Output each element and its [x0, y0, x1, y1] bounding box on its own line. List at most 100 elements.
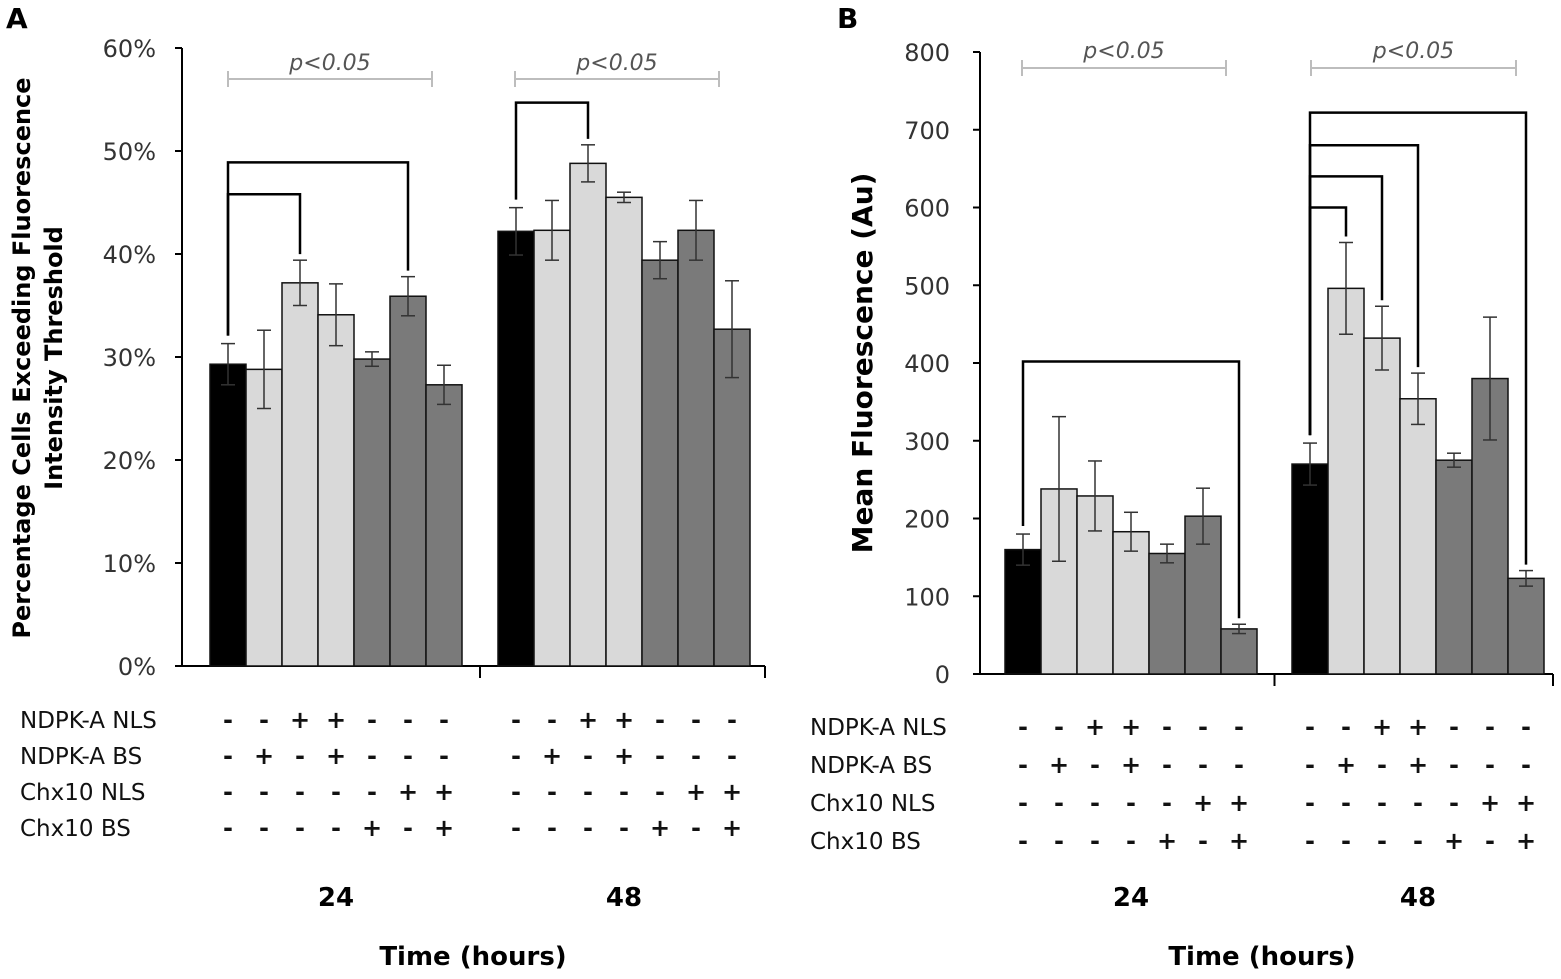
- b-condition-row-label: Chx10 BS: [810, 829, 921, 855]
- a-condition-sign: -: [403, 706, 413, 734]
- b-condition-sign: -: [1018, 713, 1028, 741]
- b-condition-sign: +: [1480, 789, 1500, 817]
- a-condition-sign: -: [691, 742, 701, 770]
- b-p-value-line: [1310, 60, 1517, 76]
- b-condition-sign: -: [1018, 789, 1028, 817]
- b-bar: [1148, 552, 1186, 675]
- a-condition-sign: -: [691, 814, 701, 842]
- a-condition-row-label: NDPK-A BS: [20, 744, 142, 770]
- a-y-tick-label: 10%: [103, 550, 156, 578]
- b-condition-sign: -: [1377, 751, 1387, 779]
- b-condition-sign: -: [1198, 827, 1208, 855]
- a-y-axis-label: Percentage Cells Exceeding Fluorescence I…: [8, 77, 68, 638]
- b-bar: [1507, 577, 1545, 675]
- b-group-label: 24: [1113, 883, 1149, 913]
- a-condition-sign: -: [295, 742, 305, 770]
- b-condition-sign: -: [1054, 713, 1064, 741]
- b-group-label: 48: [1400, 883, 1436, 913]
- a-x-axis-label: Time (hours): [379, 942, 566, 972]
- b-y-axis-label: Mean Fluorescence (Au): [846, 173, 879, 554]
- a-condition-sign: -: [655, 742, 665, 770]
- a-condition-sign: -: [439, 742, 449, 770]
- a-y-axis-label-line: Percentage Cells Exceeding Fluorescence: [8, 77, 36, 638]
- b-condition-sign: -: [1126, 789, 1136, 817]
- a-bar: [497, 230, 535, 667]
- a-bar: [245, 368, 283, 667]
- a-condition-row-label: Chx10 NLS: [20, 780, 145, 806]
- a-bar: [425, 384, 463, 667]
- a-bar: [569, 162, 607, 667]
- b-condition-sign: +: [1444, 827, 1464, 855]
- a-condition-sign: +: [542, 742, 562, 770]
- b-condition-sign: -: [1090, 827, 1100, 855]
- b-condition-sign: +: [1157, 827, 1177, 855]
- b-condition-sign: -: [1054, 789, 1064, 817]
- a-condition-sign: +: [614, 742, 634, 770]
- b-condition-sign: -: [1521, 751, 1531, 779]
- a-condition-sign: +: [686, 778, 706, 806]
- b-condition-sign: +: [1049, 751, 1069, 779]
- a-condition-sign: +: [434, 778, 454, 806]
- b-condition-sign: -: [1413, 789, 1423, 817]
- a-condition-sign: -: [367, 778, 377, 806]
- a-bar: [281, 282, 319, 667]
- a-bar: [641, 259, 679, 667]
- a-p-value-label: p<0.05: [575, 51, 657, 76]
- b-condition-sign: -: [1305, 751, 1315, 779]
- b-p-value-label: p<0.05: [1082, 39, 1164, 64]
- b-p-value-label: p<0.05: [1372, 39, 1454, 64]
- a-p-value-label: p<0.05: [288, 51, 370, 76]
- a-condition-sign: -: [223, 814, 233, 842]
- a-y-tick-label: 40%: [103, 241, 156, 269]
- a-condition-sign: +: [326, 706, 346, 734]
- b-bar: [1112, 530, 1150, 675]
- b-condition-sign: +: [1372, 713, 1392, 741]
- a-condition-sign: +: [614, 706, 634, 734]
- b-condition-sign: -: [1305, 827, 1315, 855]
- b-y-tick-label: 500: [904, 272, 950, 300]
- b-condition-sign: -: [1341, 789, 1351, 817]
- a-condition-sign: -: [259, 778, 269, 806]
- a-condition-sign: -: [583, 814, 593, 842]
- b-p-value-line: [1021, 60, 1227, 76]
- b-x-axis-label: Time (hours): [1168, 942, 1355, 972]
- a-condition-sign: -: [547, 706, 557, 734]
- a-bar: [389, 295, 427, 667]
- b-y-tick-label: 700: [904, 117, 950, 145]
- a-p-value-line: [227, 71, 433, 87]
- a-condition-sign: +: [254, 742, 274, 770]
- a-condition-sign: +: [434, 814, 454, 842]
- a-condition-sign: -: [259, 814, 269, 842]
- panel-a-chart: 0% 10% 20% 30% 40% 50% 60% p<0.05 p<0.05 Percenta…: [8, 35, 766, 972]
- b-condition-sign: +: [1121, 713, 1141, 741]
- b-condition-sign: -: [1126, 827, 1136, 855]
- b-condition-row-label: Chx10 NLS: [810, 791, 935, 817]
- a-y-tick-label: 60%: [103, 35, 156, 63]
- b-significance-bracket: [1308, 111, 1528, 565]
- a-condition-sign: -: [331, 778, 341, 806]
- b-condition-sign: +: [1193, 789, 1213, 817]
- a-condition-sign: -: [367, 742, 377, 770]
- a-condition-sign: -: [583, 742, 593, 770]
- a-condition-sign: -: [655, 706, 665, 734]
- a-condition-row-label: NDPK-A NLS: [20, 708, 157, 734]
- a-group-label: 24: [318, 883, 354, 913]
- b-condition-sign: -: [1413, 827, 1423, 855]
- a-condition-sign: -: [619, 814, 629, 842]
- panel-a-letter: A: [6, 2, 28, 35]
- a-condition-sign: -: [295, 778, 305, 806]
- a-condition-sign: -: [331, 814, 341, 842]
- b-condition-sign: -: [1234, 751, 1244, 779]
- b-significance-bracket: [1021, 360, 1241, 619]
- a-condition-sign: -: [547, 814, 557, 842]
- b-condition-sign: -: [1377, 789, 1387, 817]
- a-condition-sign: -: [403, 814, 413, 842]
- a-condition-sign: -: [403, 742, 413, 770]
- b-y-tick-label: 0: [935, 661, 950, 689]
- b-condition-sign: -: [1341, 827, 1351, 855]
- b-condition-sign: -: [1090, 789, 1100, 817]
- b-condition-sign: -: [1449, 713, 1459, 741]
- a-condition-row-label: Chx10 BS: [20, 816, 131, 842]
- a-bar: [317, 314, 355, 667]
- a-condition-sign: -: [583, 778, 593, 806]
